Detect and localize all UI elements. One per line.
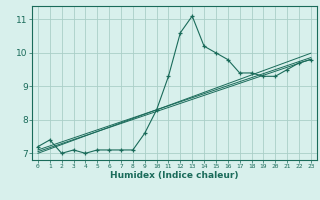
X-axis label: Humidex (Indice chaleur): Humidex (Indice chaleur) <box>110 171 239 180</box>
